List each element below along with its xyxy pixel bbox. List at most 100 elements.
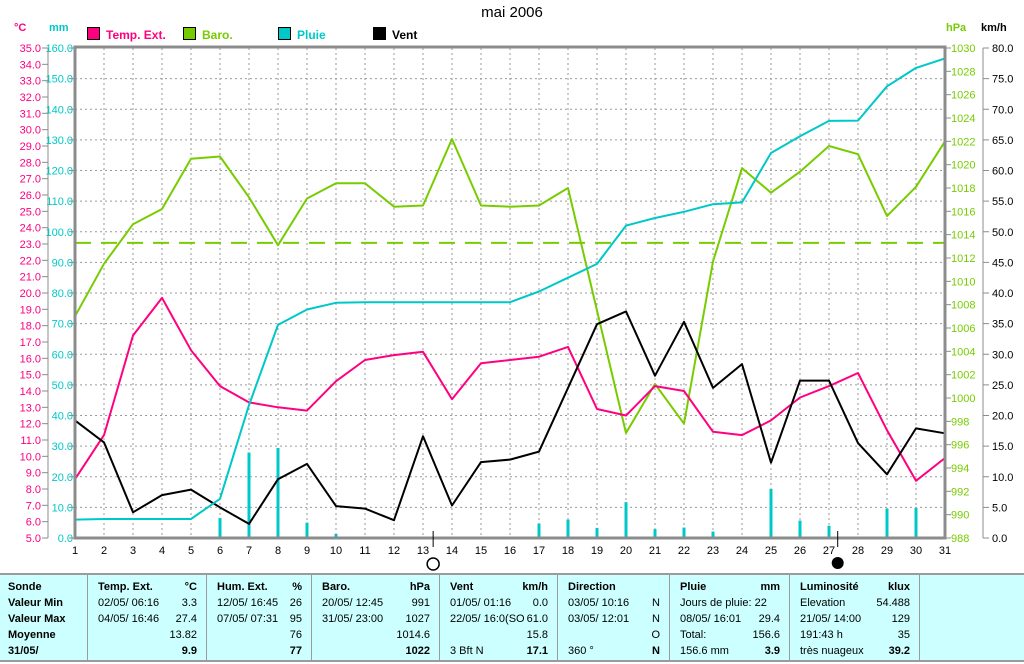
cell-value: 95 [289,613,302,625]
svg-text:20.0: 20.0 [20,288,41,300]
legend-item-vent: Vent [373,27,418,42]
svg-text:60.0: 60.0 [52,349,73,361]
cell-label: 31/05/ [8,645,39,657]
svg-text:9.0: 9.0 [26,468,41,480]
svg-text:6: 6 [217,545,223,557]
svg-text:1002: 1002 [951,370,975,382]
legend-swatch-vent [373,27,386,40]
table-row: Luminosité klux [790,579,919,595]
svg-text:11: 11 [359,545,370,557]
rain-bar [247,452,251,538]
svg-text:10.0: 10.0 [992,472,1013,484]
table-row: 08/05/ 16:01 29.4 [670,611,789,627]
svg-text:22.0: 22.0 [20,255,41,267]
table-row: Jours de pluie: 22 [670,595,789,611]
svg-text:15: 15 [475,545,487,557]
table-row: Baro. hPa [312,579,439,595]
svg-text:20.0: 20.0 [992,411,1013,423]
cell-value: 13.82 [169,629,197,641]
table-row: très nuageux 39.2 [790,643,919,659]
svg-text:988: 988 [951,533,969,545]
table-row: Valeur Min [0,595,87,611]
svg-text:5.0: 5.0 [992,502,1007,514]
svg-text:998: 998 [951,416,969,428]
series-wind [74,310,946,525]
svg-text:1004: 1004 [951,346,975,358]
cell-value: 991 [411,597,430,609]
cell-label: Valeur Min [8,597,64,609]
axis-unit-baro: hPa [946,22,967,34]
svg-text:1030: 1030 [951,43,975,55]
cell-value: 76 [289,629,302,641]
table-row: 156.6 mm 3.9 [670,643,789,659]
svg-text:994: 994 [951,463,969,475]
svg-text:8: 8 [275,545,281,557]
table-row: Hum. Ext.% [207,579,311,595]
cell-label: 21/05/ 14:00 [800,613,862,625]
table-row: 07/05/ 07:31 95 [207,611,311,627]
cell-label: 02/05/ 06:16 [98,597,160,609]
svg-text:1022: 1022 [951,136,975,148]
table-row: 360 ° N [558,643,669,659]
legend-label-vent: Vent [392,28,418,42]
legend-label-baro: Baro. [202,28,233,42]
cell-value: % [292,581,302,593]
cell-value: 156.6 [752,629,780,641]
svg-text:21: 21 [649,545,661,557]
rain-bar [682,527,686,538]
svg-text:35.0: 35.0 [992,319,1013,331]
cell-label: très nuageux [800,645,864,657]
cell-value: hPa [409,581,430,593]
svg-text:120.0: 120.0 [45,166,73,178]
rain-bars [73,447,947,538]
svg-text:7: 7 [246,545,252,557]
svg-text:34.0: 34.0 [20,59,41,71]
svg-text:27: 27 [823,545,835,557]
svg-text:20.0: 20.0 [52,472,73,484]
cell-value: 1014.6 [396,629,430,641]
svg-text:28: 28 [852,545,864,557]
svg-text:100.0: 100.0 [45,227,73,239]
rain-bar [305,522,309,538]
cell-value: 77 [289,645,302,657]
table-row: 21/05/ 14:00 129 [790,611,919,627]
svg-text:27.0: 27.0 [20,174,41,186]
table-column-sonde: Sonde Valeur Min Valeur Max Moyenne 31/05/ [0,575,88,660]
table-row: 20/05/ 12:45 991 [312,595,439,611]
svg-text:29: 29 [881,545,893,557]
full-moon-icon [426,557,440,571]
axis-unit-wind: km/h [981,22,1007,34]
table-row: O [558,627,669,643]
svg-text:130.0: 130.0 [45,135,73,147]
svg-text:6.0: 6.0 [26,517,41,529]
table-column-spacer [920,575,1024,660]
cell-value: mm [760,581,780,593]
svg-text:23.0: 23.0 [20,239,41,251]
rain-bar [276,447,280,538]
cell-value: N [652,597,660,609]
svg-text:65.0: 65.0 [992,135,1013,147]
table-row: 9.9 [88,643,206,659]
svg-text:20: 20 [620,545,632,557]
table-row: Vent km/h [440,579,557,595]
svg-text:12.0: 12.0 [20,419,41,431]
cell-label: Pluie [680,581,707,593]
cell-value: km/h [522,581,548,593]
table-row: 03/05/ 12:01 N [558,611,669,627]
svg-text:60.0: 60.0 [992,166,1013,178]
cell-label: 03/05/ 12:01 [568,613,630,625]
cell-label: 20/05/ 12:45 [322,597,384,609]
table-row: 3 Bft N 17.1 [440,643,557,659]
svg-text:11.0: 11.0 [20,435,41,447]
legend-item-pluie: Pluie [278,27,326,42]
rain-bar [566,519,570,538]
legend-swatch-pluie [278,27,291,40]
legend-label-temp: Temp. Ext. [106,28,166,42]
svg-text:29.0: 29.0 [20,141,41,153]
svg-text:3: 3 [130,545,136,557]
table-row: 04/05/ 16:46 27.4 [88,611,206,627]
rain-bar [653,529,657,538]
svg-text:12: 12 [388,545,400,557]
cell-label: 01/05/ 01:16 [450,597,512,609]
table-row: 76 [207,627,311,643]
